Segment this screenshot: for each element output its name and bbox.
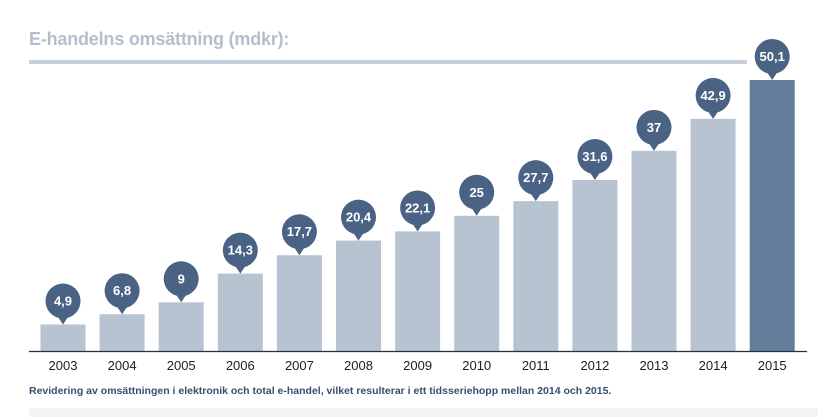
x-tick-2003: 2003 [49,358,78,373]
bar-2008 [336,240,381,351]
data-label-2015: 50,1 [760,49,785,64]
bar-2003 [40,324,86,351]
x-tick-2007: 2007 [285,358,314,373]
bar-2009 [395,231,441,351]
data-label-bubble-2011 [518,160,554,202]
data-label-2007: 17,7 [287,224,312,239]
data-label-bubble-2005 [163,261,199,303]
bar-2013 [631,150,677,351]
data-label-bubble-2009 [400,190,436,232]
data-label-bubble-2014 [695,77,731,119]
data-label-2013: 37 [647,120,661,135]
data-label-bubble-2008 [341,199,376,241]
bar-2006 [217,273,263,351]
bar-2011 [513,201,559,351]
bubble-circle-2014 [695,77,731,113]
bar-2010 [454,215,500,352]
bubble-circle-2008 [341,199,376,235]
data-label-2006: 14,3 [228,243,253,258]
x-tick-2008: 2008 [344,358,373,373]
bubble-circle-2006 [222,232,258,268]
bar-chart: 4,9 2003 6,8 2004 9 2005 14,3 2006 17,7 2007 20,4 2… [29,38,807,373]
data-label-2010: 25 [469,185,483,200]
bar-2015 [749,80,795,351]
x-tick-2004: 2004 [108,358,137,373]
x-tick-2009: 2009 [403,358,432,373]
chart-title: E-handelns omsättning (mdkr): [29,29,290,49]
bubble-circle-2015 [754,38,790,74]
bubble-circle-2005 [163,261,199,297]
x-tick-2015: 2015 [758,358,787,373]
data-label-bubble-2012 [577,139,613,181]
bar-2005 [158,302,204,351]
data-label-bubble-2006 [222,232,258,274]
x-tick-2013: 2013 [640,358,669,373]
x-tick-2014: 2014 [699,358,728,373]
data-label-2003: 4,9 [54,293,72,308]
data-label-bubble-2007 [281,214,317,256]
bar-2004 [99,314,145,351]
title-underline [29,60,747,64]
data-label-bubble-2015 [754,38,790,80]
bubble-circle-2007 [281,214,317,250]
bubble-circle-2009 [400,190,436,226]
data-label-bubble-2003 [45,283,81,325]
data-label-2012: 31,6 [582,149,607,164]
x-tick-2011: 2011 [522,358,550,373]
bubble-circle-2010 [459,174,495,210]
data-label-bubble-2010 [459,174,495,216]
data-label-2009: 22,1 [405,200,430,215]
bubble-circle-2003 [45,283,81,319]
bubble-circle-2013 [636,109,672,145]
bubble-circle-2004 [104,273,140,309]
x-tick-2005: 2005 [167,358,196,373]
bubble-circle-2012 [577,139,613,175]
data-label-2011: 27,7 [523,170,548,185]
bar-2007 [276,255,322,351]
data-label-bubble-2013 [636,109,672,151]
bar-2014 [690,118,736,352]
bubble-circle-2011 [518,160,554,196]
chart-footnote: Revidering av omsättningen i elektronik … [29,385,612,397]
bar-2012 [572,180,618,351]
data-label-bubble-2004 [104,273,140,315]
data-label-2005: 9 [178,271,185,286]
x-tick-2006: 2006 [226,358,255,373]
data-label-2008: 20,4 [346,210,372,225]
data-label-2004: 6,8 [113,283,131,298]
data-label-2014: 42,9 [700,88,725,103]
x-tick-2010: 2010 [462,358,491,373]
x-tick-2012: 2012 [580,358,609,373]
bottom-band [29,408,818,417]
